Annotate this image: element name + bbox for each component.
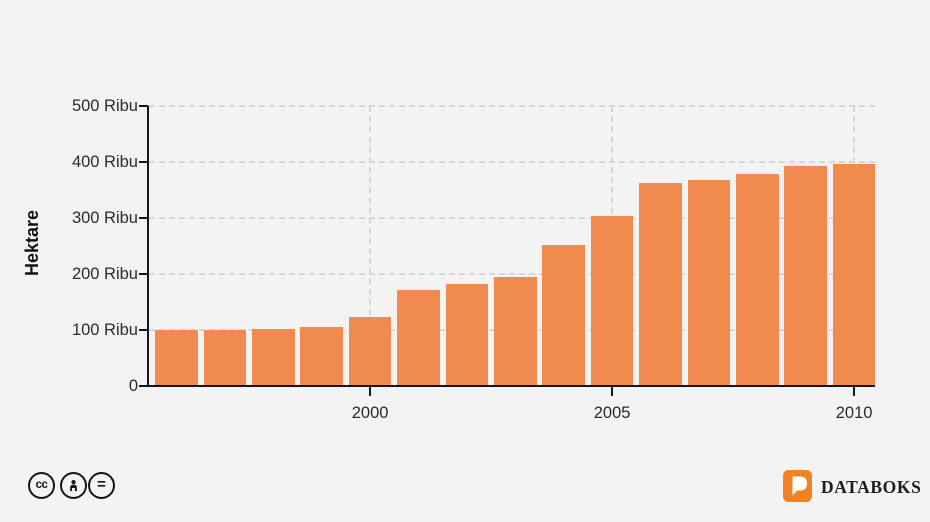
y-tick-400: [139, 161, 148, 163]
equals-glyph: =: [97, 476, 106, 493]
x-tick-label-2000: 2000: [351, 404, 389, 422]
bar-2005: [590, 216, 634, 386]
bar-2008: [736, 173, 779, 386]
x-tick-label-2010: 2010: [835, 404, 873, 422]
x-tick-2000: [369, 387, 372, 396]
bar-1998: [252, 328, 295, 386]
y-tick-100: [139, 329, 148, 331]
y-axis-title: Hektare: [22, 209, 42, 277]
y-tick-0: [139, 385, 148, 387]
x-axis-line: [147, 385, 875, 387]
bar-2010: [832, 163, 876, 386]
bar-2000: [348, 317, 392, 386]
y-tick-label-500: 500 Ribu: [71, 97, 138, 115]
databoks-d-icon: [783, 470, 812, 502]
bar-2002: [445, 284, 489, 386]
h-gridline-300: [149, 217, 875, 219]
no-derivatives-icon[interactable]: =: [88, 472, 115, 499]
y-tick-label-400: 400 Ribu: [71, 153, 138, 171]
bar-2003: [494, 277, 537, 386]
y-tick-500: [139, 105, 148, 107]
x-tick-label-2005: 2005: [593, 404, 631, 422]
bar-2006: [639, 183, 682, 386]
plot-area: [139, 105, 876, 396]
h-gridline-500: [149, 105, 875, 107]
y-tick-300: [139, 217, 148, 219]
attribution-icon[interactable]: [60, 472, 87, 499]
h-gridline-400: [149, 161, 875, 163]
y-tick-200: [139, 273, 148, 275]
person-glyph: [70, 479, 77, 492]
y-axis-line: [147, 106, 149, 387]
y-tick-label-300: 300 Ribu: [71, 209, 138, 227]
bar-2004: [542, 244, 585, 386]
y-tick-label-0: 0: [128, 377, 138, 395]
y-tick-label-200: 200 Ribu: [71, 265, 138, 283]
x-tick-2005: [611, 387, 614, 396]
v-gridline-2000: [369, 106, 372, 386]
y-tick-label-100: 100 Ribu: [71, 321, 138, 339]
databoks-logo[interactable]: DATABOKS: [783, 470, 921, 502]
bar-2001: [397, 289, 440, 386]
bar-1996: [155, 330, 198, 386]
bar-2009: [784, 166, 827, 386]
creative-commons-icon[interactable]: cc: [28, 472, 55, 499]
bar-2007: [687, 179, 731, 386]
h-gridline-200: [149, 273, 875, 275]
x-tick-2010: [853, 387, 856, 396]
databoks-wordmark: DATABOKS: [821, 477, 922, 497]
cc-glyph: cc: [35, 478, 48, 491]
bar-1999: [300, 327, 343, 386]
bar-1997: [203, 330, 247, 386]
